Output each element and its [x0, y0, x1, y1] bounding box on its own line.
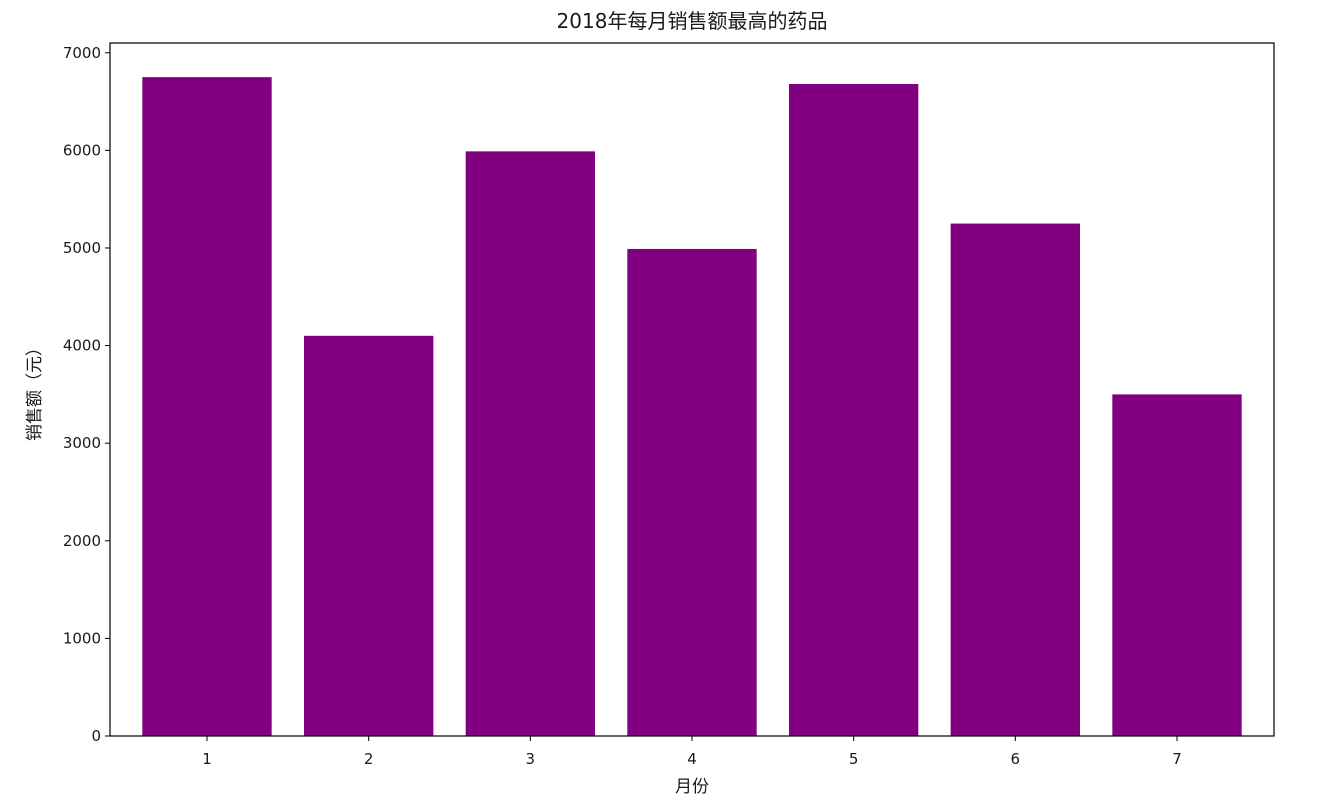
- x-tick-label: 1: [202, 750, 212, 768]
- y-axis-label: 销售额（元）: [25, 339, 45, 441]
- y-tick-label: 4000: [63, 337, 101, 355]
- bar-month-1: [142, 77, 271, 736]
- bar-month-3: [466, 151, 595, 736]
- y-axis-ticks: 0 1000 2000 3000 4000 5000 6000 7000: [63, 44, 110, 745]
- chart-title: 2018年每月销售额最高的药品: [557, 9, 828, 33]
- bar-month-7: [1112, 394, 1241, 736]
- x-tick-label: 3: [526, 750, 536, 768]
- bar-month-4: [627, 249, 756, 736]
- bars-group: [142, 77, 1241, 736]
- y-tick-label: 0: [91, 727, 101, 745]
- y-tick-label: 5000: [63, 239, 101, 257]
- x-tick-label: 2: [364, 750, 374, 768]
- x-tick-label: 7: [1172, 750, 1182, 768]
- y-tick-label: 1000: [63, 629, 101, 647]
- y-tick-label: 6000: [63, 141, 101, 159]
- x-tick-label: 4: [687, 750, 697, 768]
- y-tick-label: 7000: [63, 44, 101, 62]
- x-axis-ticks: 1 2 3 4 5 6 7: [202, 736, 1182, 768]
- x-tick-label: 5: [849, 750, 859, 768]
- bar-month-2: [304, 336, 433, 736]
- y-tick-label: 3000: [63, 434, 101, 452]
- y-tick-label: 2000: [63, 532, 101, 550]
- x-axis-label: 月份: [675, 777, 709, 797]
- bar-month-5: [789, 84, 918, 736]
- x-tick-label: 6: [1011, 750, 1021, 768]
- bar-month-6: [951, 224, 1080, 736]
